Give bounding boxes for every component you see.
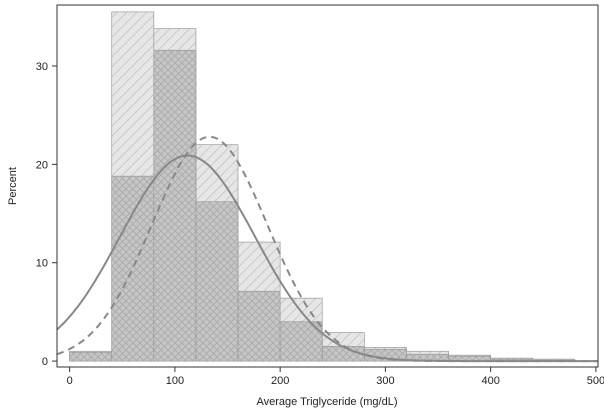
x-tick-label: 500 [587,375,604,387]
y-tick-label: 10 [36,258,48,270]
plot-area-frame [56,4,599,368]
x-tick-label: 100 [166,375,184,387]
normal-curve [56,154,598,363]
x-axis-label: Average Triglyceride (mg/dL) [256,396,397,408]
normal-curve [56,135,598,363]
y-axis: 0 10 20 30 [36,61,57,368]
histogram-bar [111,175,155,362]
histogram-bar [195,201,239,362]
x-tick-label: 0 [67,375,73,387]
y-axis-label: Percent [7,167,19,205]
x-tick-label: 200 [271,375,289,387]
y-tick-label: 20 [36,159,48,171]
normal-curves [56,135,598,363]
bars-series-2 [69,49,576,362]
y-tick-label: 30 [36,61,48,73]
histogram-bar [69,351,113,362]
histogram-bar [237,290,281,362]
x-tick-label: 400 [481,375,499,387]
y-tick-label: 0 [42,356,48,368]
x-axis: 0 100 200 300 400 500 [67,367,604,387]
x-tick-label: 300 [376,375,394,387]
